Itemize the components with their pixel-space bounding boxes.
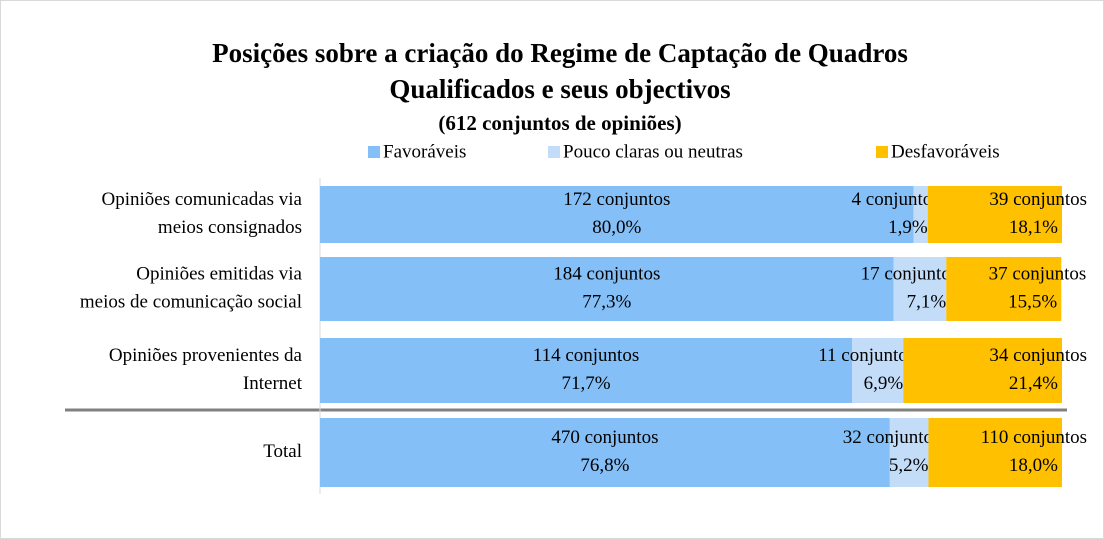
bar-segment bbox=[320, 186, 914, 243]
bar-segment bbox=[320, 257, 894, 321]
bar-segment bbox=[928, 418, 1062, 487]
value-label: 80,0% bbox=[592, 217, 641, 238]
chart-subtitle: (612 conjuntos de opiniões) bbox=[438, 111, 681, 135]
count-label: 110 conjuntos bbox=[981, 427, 1087, 448]
count-label: 4 conjuntos bbox=[852, 189, 940, 210]
count-label: 11 conjuntos bbox=[818, 345, 915, 366]
bar-segment bbox=[913, 186, 928, 243]
y-tick-label: Internet bbox=[243, 373, 303, 394]
count-label: 32 conjuntos bbox=[843, 427, 941, 448]
bar-segment bbox=[320, 338, 853, 403]
value-label: 6,9% bbox=[864, 373, 904, 394]
count-label: 172 conjuntos bbox=[563, 189, 670, 210]
chart-title: Qualificados e seus objectivos bbox=[389, 74, 730, 104]
bar-segment bbox=[927, 186, 1062, 243]
legend-swatch bbox=[548, 146, 560, 158]
bar-segment bbox=[903, 338, 1062, 403]
bar-segment bbox=[946, 257, 1062, 321]
value-label: 18,0% bbox=[1009, 455, 1058, 476]
bar-segment bbox=[852, 338, 904, 403]
legend-label: Favoráveis bbox=[383, 141, 466, 162]
count-label: 39 conjuntos bbox=[989, 189, 1087, 210]
legend-swatch bbox=[876, 146, 888, 158]
y-tick-label: Opiniões emitidas via bbox=[136, 263, 302, 284]
value-label: 5,2% bbox=[889, 455, 929, 476]
bar-segment bbox=[320, 418, 890, 487]
y-tick-label: Total bbox=[263, 441, 302, 462]
value-label: 18,1% bbox=[1009, 217, 1058, 238]
value-label: 76,8% bbox=[580, 455, 629, 476]
count-label: 34 conjuntos bbox=[989, 345, 1087, 366]
value-label: 77,3% bbox=[582, 291, 631, 312]
bar-segment bbox=[889, 418, 929, 487]
legend-swatch bbox=[368, 146, 380, 158]
value-label: 71,7% bbox=[561, 373, 610, 394]
count-label: 17 conjuntos bbox=[861, 263, 959, 284]
count-label: 37 conjuntos bbox=[989, 263, 1087, 284]
legend-label: Pouco claras ou neutras bbox=[563, 141, 743, 162]
y-tick-label: Opiniões provenientes da bbox=[109, 345, 303, 366]
value-label: 21,4% bbox=[1009, 373, 1058, 394]
value-label: 7,1% bbox=[907, 291, 947, 312]
y-tick-label: meios consignados bbox=[158, 217, 302, 238]
bar-segment bbox=[893, 257, 947, 321]
chart-title: Posições sobre a criação do Regime de Ca… bbox=[212, 38, 908, 68]
y-tick-label: meios de comunicação social bbox=[80, 291, 302, 312]
value-label: 1,9% bbox=[888, 217, 928, 238]
legend-label: Desfavoráveis bbox=[891, 141, 1000, 162]
y-tick-label: Opiniões comunicadas via bbox=[101, 189, 302, 210]
count-label: 114 conjuntos bbox=[533, 345, 639, 366]
count-label: 470 conjuntos bbox=[551, 427, 658, 448]
count-label: 184 conjuntos bbox=[553, 263, 660, 284]
value-label: 15,5% bbox=[1008, 291, 1057, 312]
